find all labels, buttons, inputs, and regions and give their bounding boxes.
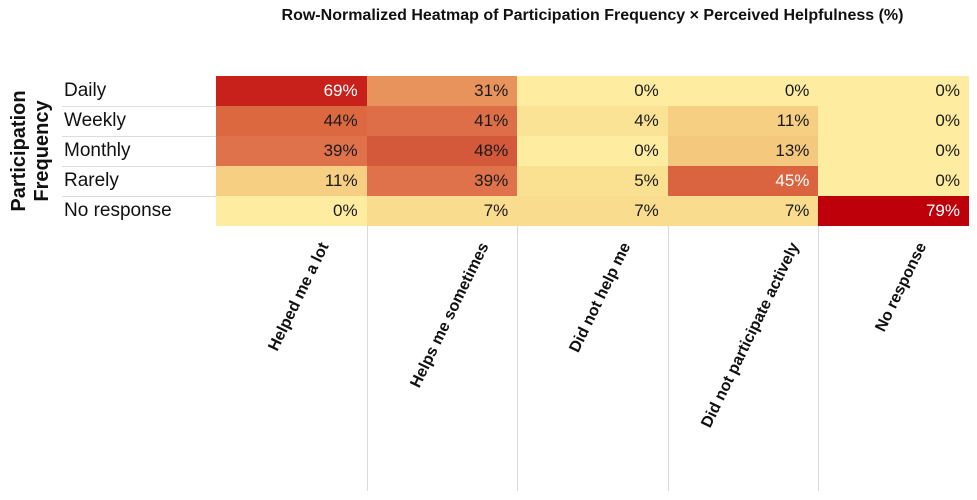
cell-value: 0% (784, 81, 810, 100)
heatmap-cell: 0% (818, 136, 969, 166)
cell-value: 7% (634, 201, 659, 220)
x-axis-label: Helped me a lot (265, 240, 333, 354)
heatmap-cell: 79% (818, 196, 969, 226)
cell-value: 0% (634, 81, 659, 100)
heatmap-cell: 31% (366, 76, 518, 106)
row-label: Rarely (64, 170, 119, 191)
cell-value: 39% (323, 141, 358, 160)
heatmap-cell: 0% (818, 106, 969, 136)
heatmap-cell: 0% (818, 166, 969, 196)
cell-value: 41% (474, 111, 509, 130)
heatmap-cell: 45% (667, 166, 819, 196)
column-gridline (367, 226, 368, 491)
heatmap-cell: 39% (366, 166, 518, 196)
heatmap-cell: 44% (216, 106, 367, 136)
cell-value: 45% (775, 171, 810, 190)
heatmap-cell: 0% (517, 76, 668, 106)
heatmap-cell: 69% (216, 76, 367, 106)
heatmap-cell: 0% (216, 196, 367, 226)
cell-value: 13% (775, 141, 810, 160)
heatmap-cell: 11% (667, 106, 819, 136)
heatmap-cell: 4% (517, 106, 668, 136)
heatmap-cell: 0% (517, 136, 668, 166)
cell-value: 0% (935, 81, 960, 100)
heatmap-cell: 0% (667, 76, 819, 106)
heatmap-cell: 11% (216, 166, 367, 196)
y-axis-title: Participation Frequency (8, 66, 54, 236)
heatmap-cell: 48% (366, 136, 518, 166)
cell-value: 0% (935, 171, 960, 190)
cell-value: 5% (634, 171, 659, 190)
heatmap-cell: 13% (667, 136, 819, 166)
heatmap-cell: 7% (517, 196, 668, 226)
row-separator (62, 135, 216, 137)
column-gridline (818, 226, 819, 491)
column-gridline (517, 226, 518, 491)
x-axis-label: Did not participate actively (698, 240, 803, 431)
row-label: No response (64, 200, 172, 221)
x-axis-label: Helps me sometimes (407, 240, 493, 391)
cell-value: 31% (474, 81, 509, 100)
heatmap-cell: 7% (667, 196, 819, 226)
cell-value: 7% (483, 201, 509, 220)
x-axis-label: No response (872, 240, 931, 335)
heatmap-cell: 39% (216, 136, 367, 166)
y-axis-title-line1: Participation (8, 90, 30, 212)
cell-value: 11% (324, 171, 358, 190)
cell-value: 0% (935, 111, 960, 130)
row-separator (62, 105, 216, 107)
row-label: Monthly (64, 140, 131, 161)
cell-value: 48% (474, 141, 509, 160)
cell-value: 0% (935, 141, 960, 160)
chart-title: Row-Normalized Heatmap of Participation … (281, 7, 904, 24)
cell-value: 69% (323, 81, 358, 100)
row-separator (62, 165, 216, 167)
row-label: Weekly (64, 110, 126, 131)
column-gridline (668, 226, 669, 491)
x-axis-label: Did not help me (566, 240, 635, 356)
y-axis-title-line2: Frequency (31, 100, 53, 202)
heatmap-cell: 7% (366, 196, 518, 226)
cell-value: 11% (776, 111, 810, 130)
cell-value: 0% (333, 201, 358, 220)
heatmap-cell: 0% (818, 76, 969, 106)
heatmap-cell: 5% (517, 166, 668, 196)
heatmap-grid: 69% 31% 0% 0% 0% 44% 41% 4% 11% 0% 39% 48% 0% 13% 0% 11… (216, 76, 969, 226)
cell-value: 79% (925, 201, 960, 220)
row-label: Daily (64, 80, 107, 101)
cell-value: 0% (634, 141, 659, 160)
cell-value: 44% (323, 111, 358, 130)
cell-value: 7% (784, 201, 810, 220)
heatmap-cell: 41% (366, 106, 518, 136)
cell-value: 4% (634, 111, 659, 130)
cell-value: 39% (474, 171, 509, 190)
row-separator (62, 195, 216, 197)
